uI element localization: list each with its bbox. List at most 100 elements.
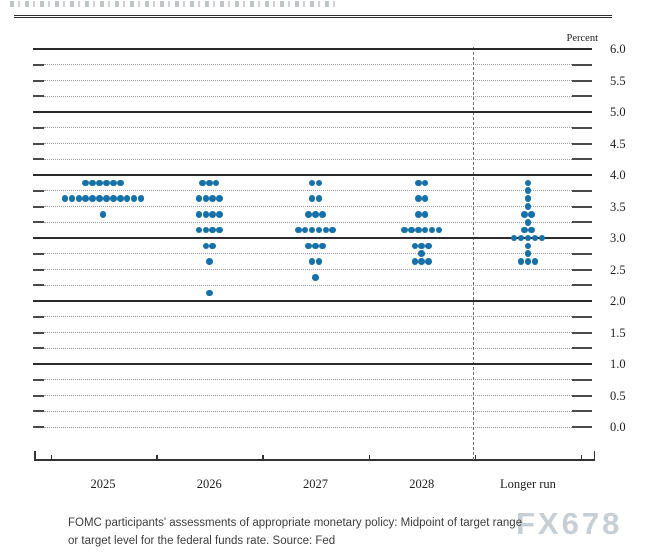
x-axis-tick	[474, 454, 477, 460]
projection-dot	[418, 250, 426, 258]
y-axis-tick-label: 5.5	[610, 73, 626, 88]
projection-dot	[510, 234, 518, 242]
x-axis-left-endcap	[34, 451, 36, 460]
gridline-dotted	[44, 190, 572, 192]
projection-dot	[205, 258, 213, 265]
projection-dot	[524, 242, 532, 250]
gridline-left-cap	[33, 189, 44, 192]
projection-dot	[315, 179, 323, 187]
gridline-dotted	[44, 332, 572, 333]
gridline-left-cap	[33, 347, 44, 350]
projection-dot	[96, 179, 103, 187]
projection-dot	[435, 226, 443, 234]
gridline-solid	[33, 111, 592, 113]
projection-dot	[425, 242, 432, 250]
gridline-right-cap	[572, 378, 592, 381]
gridline-left-cap	[33, 426, 44, 428]
projection-dot	[524, 179, 532, 187]
projection-dot	[421, 195, 429, 202]
projection-dot	[212, 179, 220, 187]
y-axis-tick-label: 2.5	[610, 262, 626, 277]
gridline-dotted	[44, 347, 572, 349]
projection-dot	[524, 203, 532, 210]
gridline-left-cap	[33, 331, 44, 334]
projection-dot	[401, 226, 408, 234]
x-axis-tick	[368, 454, 371, 460]
projection-dot	[301, 226, 309, 234]
projection-dot	[202, 242, 210, 250]
projection-dot	[415, 226, 422, 234]
caption-line-2: or target level for the federal funds ra…	[68, 535, 336, 547]
gridline-right-cap	[572, 315, 592, 318]
gridline-dotted	[44, 253, 572, 255]
gridline-solid	[33, 363, 592, 365]
gridline-left-cap	[33, 410, 44, 413]
y-axis-tick-label: 6.0	[610, 42, 626, 56]
gridline-right-cap	[572, 126, 592, 129]
projection-dot	[305, 242, 312, 250]
gridline-right-cap	[572, 142, 592, 145]
projection-dot	[425, 258, 432, 265]
y-axis-tick-label: 1.5	[610, 325, 626, 340]
projection-dot	[103, 179, 110, 187]
gridline-right-cap	[572, 63, 592, 66]
projection-dot	[103, 195, 110, 202]
projection-dot	[524, 195, 532, 202]
caption-line-1: FOMC participants' assessments of approp…	[68, 517, 523, 529]
gridline-right-cap	[572, 347, 592, 350]
projection-dot	[195, 195, 203, 202]
projection-dot	[411, 242, 419, 250]
projection-dot	[312, 274, 319, 281]
y-axis-tick-label: 4.0	[610, 168, 626, 182]
projection-dot	[319, 242, 326, 250]
projection-dot	[209, 226, 216, 234]
gridline-dotted	[44, 80, 572, 81]
gridline-left-cap	[33, 63, 44, 66]
x-axis-category-label: 2026	[196, 477, 222, 491]
projection-dot	[195, 226, 203, 234]
projection-dot	[137, 195, 145, 202]
gridline-right-cap	[572, 252, 592, 255]
y-axis-tick-label: 0.5	[610, 388, 626, 403]
projection-dot	[205, 179, 213, 187]
projection-dot	[415, 179, 422, 187]
projection-dot	[418, 258, 426, 265]
y-axis-tick-label: 3.5	[610, 199, 626, 214]
projection-dot	[315, 195, 323, 202]
clipped-text-artifact	[10, 1, 340, 7]
gridline-right-cap	[572, 394, 592, 397]
gridline-dotted	[44, 316, 572, 318]
projection-dot	[216, 211, 223, 218]
x-axis-tick	[50, 454, 52, 460]
projection-dot	[528, 211, 535, 218]
gridline-left-cap	[33, 158, 44, 161]
projection-dot	[428, 226, 436, 234]
projection-dot	[312, 211, 319, 218]
gridline-dotted	[44, 64, 572, 66]
projection-dot	[315, 258, 323, 265]
projection-dot	[421, 226, 429, 234]
gridline-left-cap	[33, 252, 44, 255]
gridline-solid	[33, 174, 592, 176]
projection-dot	[116, 179, 124, 187]
projection-dot	[110, 179, 117, 187]
x-axis-tick	[262, 454, 264, 460]
gridline-dotted	[44, 410, 572, 412]
projection-dot	[89, 179, 96, 187]
y-axis-tick-label: 1.0	[610, 357, 626, 371]
projection-dot	[305, 211, 312, 218]
x-axis-baseline	[34, 459, 595, 461]
gridline-right-cap	[572, 205, 592, 208]
projection-dot	[75, 195, 83, 202]
projection-dot	[411, 258, 419, 265]
projection-dot	[202, 195, 210, 202]
projection-dot	[521, 211, 528, 218]
fx678-watermark: FX678	[516, 506, 623, 541]
gridline-left-cap	[33, 268, 44, 271]
x-axis-right-endcap	[593, 451, 596, 460]
projection-dot	[517, 258, 525, 265]
projection-dot	[61, 195, 69, 202]
projection-dot	[528, 226, 535, 234]
x-axis-category-label: 2027	[303, 477, 328, 491]
